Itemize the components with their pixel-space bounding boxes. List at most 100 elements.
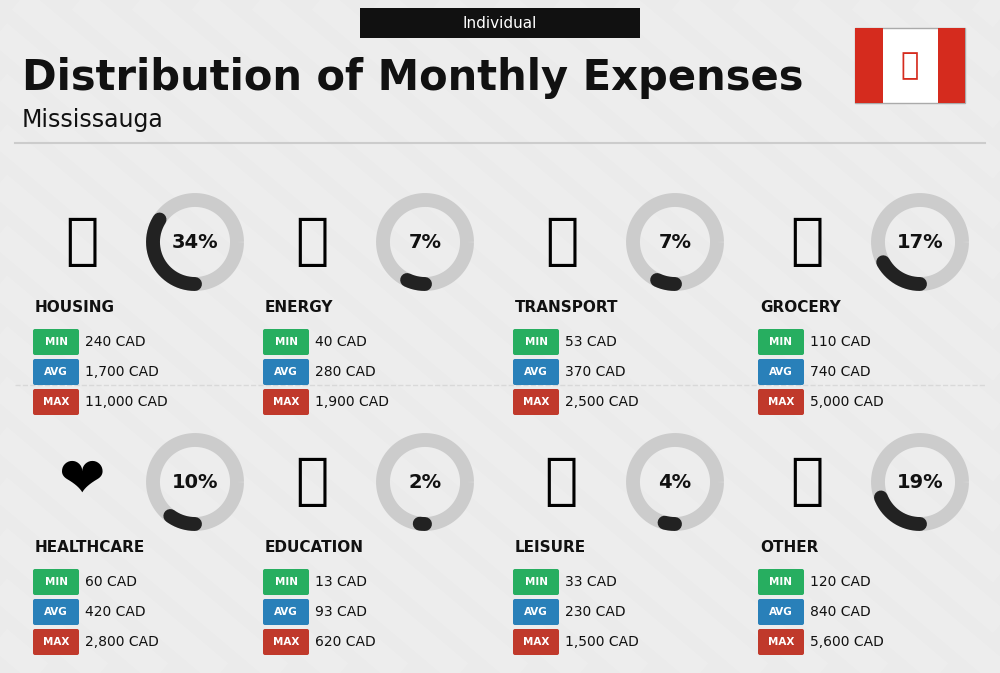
Text: Mississauga: Mississauga (22, 108, 164, 132)
Text: 40 CAD: 40 CAD (315, 335, 367, 349)
FancyBboxPatch shape (758, 599, 804, 625)
Text: MIN: MIN (44, 577, 68, 587)
Text: 13 CAD: 13 CAD (315, 575, 367, 589)
Bar (938, 28, 965, 103)
FancyBboxPatch shape (360, 8, 640, 38)
Text: MAX: MAX (43, 637, 69, 647)
Text: MIN: MIN (524, 337, 548, 347)
Text: 840 CAD: 840 CAD (810, 605, 871, 619)
FancyBboxPatch shape (263, 569, 309, 595)
Text: Distribution of Monthly Expenses: Distribution of Monthly Expenses (22, 57, 804, 99)
FancyBboxPatch shape (33, 629, 79, 655)
FancyBboxPatch shape (263, 389, 309, 415)
FancyBboxPatch shape (33, 569, 79, 595)
FancyBboxPatch shape (758, 629, 804, 655)
FancyBboxPatch shape (263, 329, 309, 355)
FancyBboxPatch shape (758, 389, 804, 415)
FancyBboxPatch shape (263, 599, 309, 625)
Text: 2%: 2% (408, 472, 442, 491)
Text: EDUCATION: EDUCATION (265, 540, 364, 555)
Text: AVG: AVG (524, 367, 548, 377)
Text: 🔌: 🔌 (295, 215, 329, 269)
Text: 120 CAD: 120 CAD (810, 575, 871, 589)
Text: OTHER: OTHER (760, 540, 818, 555)
Text: AVG: AVG (769, 607, 793, 617)
FancyBboxPatch shape (513, 329, 559, 355)
Text: MIN: MIN (524, 577, 548, 587)
Text: 5,600 CAD: 5,600 CAD (810, 635, 884, 649)
Text: MAX: MAX (768, 637, 794, 647)
Text: 🏢: 🏢 (65, 215, 99, 269)
Text: 420 CAD: 420 CAD (85, 605, 146, 619)
FancyBboxPatch shape (758, 359, 804, 385)
Text: 230 CAD: 230 CAD (565, 605, 626, 619)
Text: ENERGY: ENERGY (265, 301, 334, 316)
Text: 280 CAD: 280 CAD (315, 365, 376, 379)
Text: 🛒: 🛒 (790, 215, 824, 269)
Text: AVG: AVG (44, 607, 68, 617)
Text: 2,500 CAD: 2,500 CAD (565, 395, 639, 409)
Text: 34%: 34% (172, 232, 218, 252)
Text: 370 CAD: 370 CAD (565, 365, 626, 379)
Text: AVG: AVG (769, 367, 793, 377)
Text: HOUSING: HOUSING (35, 301, 115, 316)
Text: 620 CAD: 620 CAD (315, 635, 376, 649)
Text: 🛍️: 🛍️ (545, 455, 579, 509)
FancyBboxPatch shape (263, 629, 309, 655)
FancyBboxPatch shape (758, 569, 804, 595)
Text: MIN: MIN (274, 577, 298, 587)
Text: 53 CAD: 53 CAD (565, 335, 617, 349)
Text: 33 CAD: 33 CAD (565, 575, 617, 589)
Text: AVG: AVG (274, 607, 298, 617)
FancyBboxPatch shape (758, 329, 804, 355)
FancyBboxPatch shape (513, 389, 559, 415)
Text: MAX: MAX (273, 397, 299, 407)
Text: 110 CAD: 110 CAD (810, 335, 871, 349)
Text: MIN: MIN (770, 337, 792, 347)
Text: LEISURE: LEISURE (515, 540, 586, 555)
Text: 4%: 4% (658, 472, 692, 491)
Text: MAX: MAX (523, 637, 549, 647)
Text: 🎓: 🎓 (295, 455, 329, 509)
Bar (855, 28, 965, 103)
Text: MIN: MIN (44, 337, 68, 347)
FancyBboxPatch shape (513, 629, 559, 655)
Text: HEALTHCARE: HEALTHCARE (35, 540, 145, 555)
FancyBboxPatch shape (33, 359, 79, 385)
Text: 17%: 17% (897, 232, 943, 252)
Text: GROCERY: GROCERY (760, 301, 841, 316)
Text: 🍁: 🍁 (901, 51, 919, 80)
Text: 10%: 10% (172, 472, 218, 491)
Text: AVG: AVG (44, 367, 68, 377)
Text: 740 CAD: 740 CAD (810, 365, 871, 379)
FancyBboxPatch shape (513, 599, 559, 625)
Text: MIN: MIN (274, 337, 298, 347)
Text: 👜: 👜 (790, 455, 824, 509)
Text: 1,700 CAD: 1,700 CAD (85, 365, 159, 379)
FancyBboxPatch shape (33, 389, 79, 415)
Text: MAX: MAX (768, 397, 794, 407)
Bar (855, 28, 883, 103)
Text: 2,800 CAD: 2,800 CAD (85, 635, 159, 649)
Text: 5,000 CAD: 5,000 CAD (810, 395, 884, 409)
Text: MAX: MAX (273, 637, 299, 647)
Text: 93 CAD: 93 CAD (315, 605, 367, 619)
FancyBboxPatch shape (33, 329, 79, 355)
Text: 1,500 CAD: 1,500 CAD (565, 635, 639, 649)
Text: TRANSPORT: TRANSPORT (515, 301, 618, 316)
Text: 7%: 7% (658, 232, 692, 252)
Text: 19%: 19% (897, 472, 943, 491)
Text: AVG: AVG (274, 367, 298, 377)
Text: AVG: AVG (524, 607, 548, 617)
FancyBboxPatch shape (263, 359, 309, 385)
Text: Individual: Individual (463, 15, 537, 30)
FancyBboxPatch shape (513, 359, 559, 385)
Text: 🚌: 🚌 (545, 215, 579, 269)
Text: MAX: MAX (523, 397, 549, 407)
Text: 7%: 7% (409, 232, 442, 252)
Text: 60 CAD: 60 CAD (85, 575, 137, 589)
Text: 11,000 CAD: 11,000 CAD (85, 395, 168, 409)
Text: MIN: MIN (770, 577, 792, 587)
Text: ❤️: ❤️ (59, 455, 105, 509)
FancyBboxPatch shape (513, 569, 559, 595)
